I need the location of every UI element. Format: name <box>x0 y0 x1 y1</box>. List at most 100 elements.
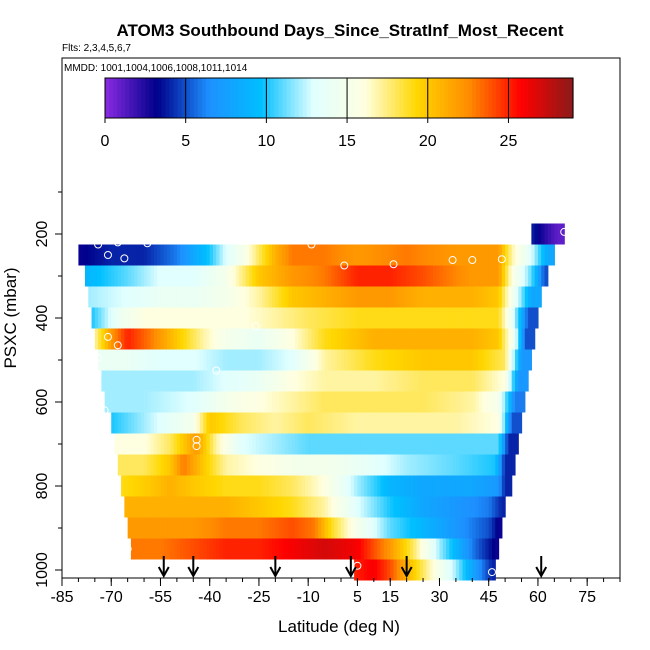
heatmap-cell <box>396 244 401 266</box>
heatmap-cell <box>524 244 529 266</box>
heatmap-cell <box>459 475 464 497</box>
heatmap-cell <box>153 370 158 392</box>
heatmap-cell <box>295 475 299 497</box>
heatmap-cell <box>459 559 464 581</box>
colorbar-cell <box>520 78 526 118</box>
sample-marker <box>192 435 201 444</box>
colorbar-cell <box>379 78 384 118</box>
heatmap-cell <box>104 370 109 392</box>
heatmap-cell <box>393 475 398 497</box>
heatmap-cell <box>337 349 342 371</box>
heatmap-cell <box>242 412 247 434</box>
colorbar-cell <box>294 78 300 118</box>
heatmap-cell <box>219 328 224 350</box>
heatmap-cell <box>262 538 267 560</box>
heatmap-cell <box>393 265 398 287</box>
heatmap-cell <box>331 538 336 560</box>
heatmap-cell <box>357 517 362 539</box>
heatmap-cell <box>363 328 368 350</box>
heatmap-cell <box>400 370 404 392</box>
heatmap-cell <box>216 286 221 308</box>
heatmap-cell <box>232 454 237 476</box>
heatmap-cell <box>242 454 247 476</box>
heatmap-cell <box>291 412 296 434</box>
x-tick-label: -40 <box>198 589 221 606</box>
heatmap-cell <box>173 454 178 476</box>
heatmap-cell <box>137 412 142 434</box>
heatmap-cell <box>314 328 319 350</box>
heatmap-cell <box>98 286 102 308</box>
heatmap-cell <box>482 244 487 266</box>
heatmap-cell <box>301 538 306 560</box>
heatmap-cell <box>206 244 211 266</box>
heatmap-cell <box>419 475 424 497</box>
heatmap-cell <box>429 559 434 581</box>
heatmap-cell <box>396 538 401 560</box>
heatmap-cell <box>216 538 221 560</box>
heatmap-cell <box>272 412 276 434</box>
sample-marker <box>307 240 316 249</box>
heatmap-cell <box>406 433 411 455</box>
heatmap-cell <box>344 433 349 455</box>
heatmap-cell <box>341 412 345 434</box>
heatmap-cell <box>170 349 175 371</box>
heatmap-cell <box>134 391 139 413</box>
x-axis: -85 -70 -55 -40 -25 -10 5 15 30 45 60 75 <box>50 578 621 606</box>
heatmap-cell <box>400 265 404 287</box>
heatmap-cell <box>446 517 450 539</box>
x-tick-label: -10 <box>297 589 320 606</box>
colorbar-cell <box>347 78 352 118</box>
heatmap-cell <box>304 433 309 455</box>
heatmap-cell <box>258 538 263 560</box>
heatmap-cell <box>206 412 211 434</box>
heatmap-cell <box>199 370 204 392</box>
heatmap-cell <box>524 307 529 329</box>
heatmap-cell <box>199 328 204 350</box>
heatmap-cell <box>446 433 450 455</box>
heatmap-cell <box>278 412 283 434</box>
heatmap-cell <box>298 265 303 287</box>
heatmap-cell <box>475 433 480 455</box>
heatmap-cell <box>318 496 322 518</box>
heatmap-cell <box>367 538 372 560</box>
heatmap-cell <box>452 433 457 455</box>
colorbar-tick-label: 5 <box>181 133 190 150</box>
heatmap-cell <box>488 454 493 476</box>
heatmap-cell <box>278 496 283 518</box>
heatmap-cell <box>140 328 145 350</box>
heatmap-cell <box>301 475 306 497</box>
heatmap-cell <box>163 328 168 350</box>
heatmap-cell <box>386 559 391 581</box>
heatmap-cell <box>157 517 162 539</box>
heatmap-cell <box>505 265 509 287</box>
heatmap-cell <box>232 328 237 350</box>
heatmap-cell <box>262 265 267 287</box>
heatmap-cell <box>275 454 280 476</box>
heatmap-cell <box>153 496 158 518</box>
heatmap-cell <box>482 559 487 581</box>
heatmap-cell <box>373 475 378 497</box>
heatmap-cell <box>278 244 283 266</box>
heatmap-cell <box>426 265 431 287</box>
heatmap-cell <box>265 517 270 539</box>
heatmap-cell <box>511 307 516 329</box>
heatmap-cell <box>400 286 404 308</box>
heatmap-cell <box>534 307 539 329</box>
heatmap-cell <box>370 307 375 329</box>
heatmap-cell <box>255 433 260 455</box>
heatmap-cell <box>144 454 148 476</box>
sample-marker <box>67 240 76 249</box>
heatmap-cell <box>107 286 112 308</box>
heatmap-cell <box>298 496 303 518</box>
heatmap-cell <box>219 391 224 413</box>
heatmap-cell <box>393 559 398 581</box>
heatmap-cell <box>396 328 401 350</box>
heatmap-cell <box>124 286 129 308</box>
colorbar-cell <box>528 78 534 118</box>
heatmap-cell <box>232 412 237 434</box>
heatmap-cell <box>455 496 460 518</box>
heatmap-cell <box>324 475 329 497</box>
heatmap-cell <box>318 454 322 476</box>
heatmap-cell <box>134 475 139 497</box>
heatmap-cell <box>442 496 447 518</box>
